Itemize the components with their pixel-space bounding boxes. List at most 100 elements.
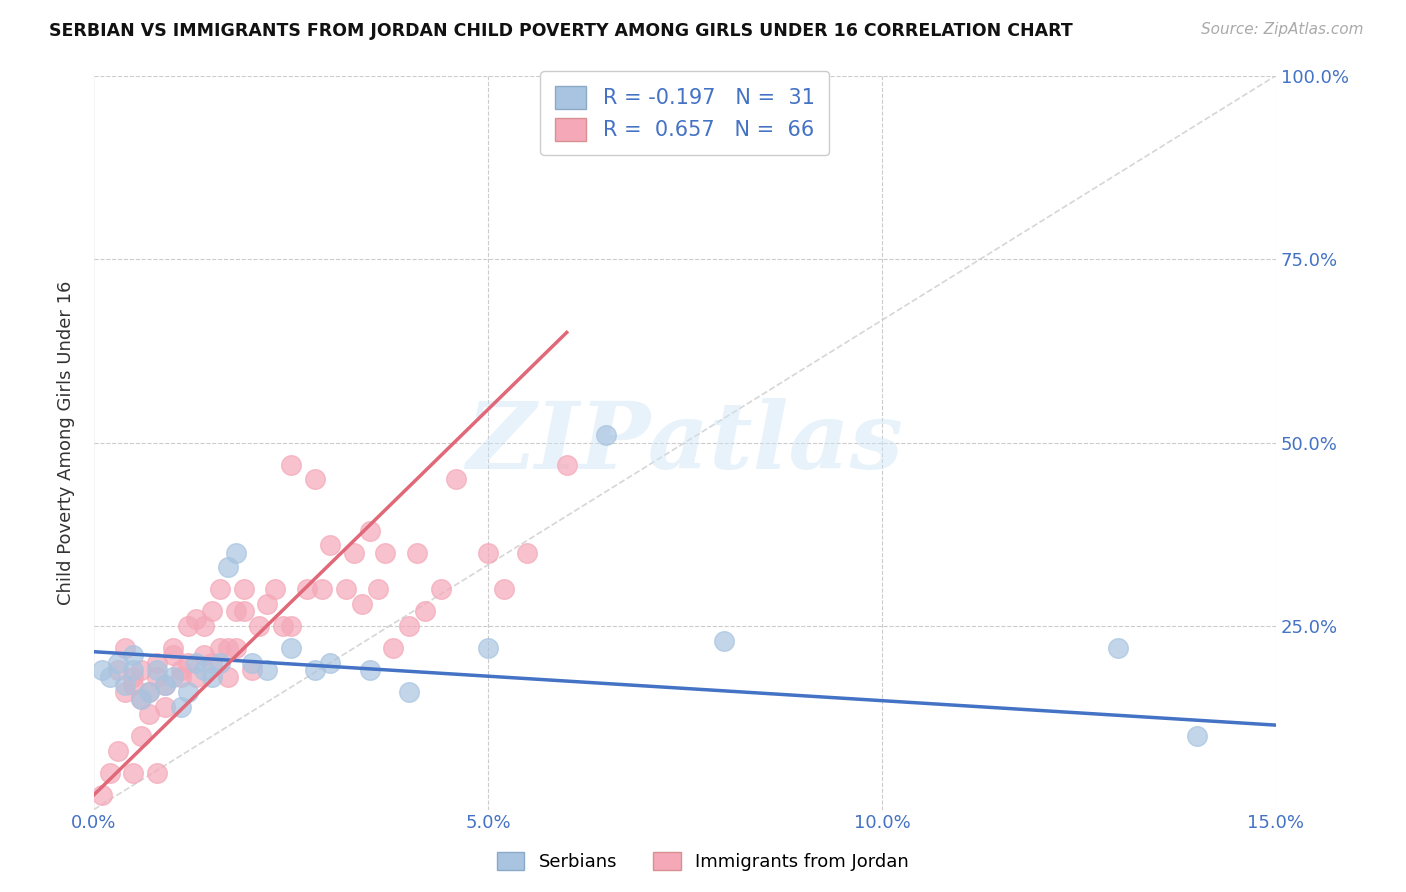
Point <box>398 619 420 633</box>
Text: SERBIAN VS IMMIGRANTS FROM JORDAN CHILD POVERTY AMONG GIRLS UNDER 16 CORRELATION: SERBIAN VS IMMIGRANTS FROM JORDAN CHILD … <box>49 22 1073 40</box>
Point <box>98 765 121 780</box>
Point <box>146 663 169 677</box>
Point <box>429 582 451 597</box>
Point <box>153 678 176 692</box>
Point <box>114 678 136 692</box>
Point <box>304 472 326 486</box>
Point <box>162 670 184 684</box>
Point <box>177 619 200 633</box>
Point <box>240 656 263 670</box>
Point <box>138 685 160 699</box>
Point <box>107 663 129 677</box>
Point <box>446 472 468 486</box>
Text: Source: ZipAtlas.com: Source: ZipAtlas.com <box>1201 22 1364 37</box>
Point <box>90 788 112 802</box>
Point <box>406 546 429 560</box>
Point <box>129 729 152 743</box>
Point <box>201 656 224 670</box>
Point <box>177 685 200 699</box>
Point <box>382 641 405 656</box>
Point <box>201 670 224 684</box>
Point <box>398 685 420 699</box>
Point <box>129 692 152 706</box>
Point <box>122 663 145 677</box>
Point <box>122 648 145 663</box>
Point <box>107 744 129 758</box>
Point <box>304 663 326 677</box>
Point <box>217 560 239 574</box>
Point <box>122 678 145 692</box>
Point <box>153 678 176 692</box>
Point <box>232 582 254 597</box>
Point <box>367 582 389 597</box>
Point <box>169 699 191 714</box>
Point <box>162 641 184 656</box>
Point <box>129 692 152 706</box>
Point <box>217 641 239 656</box>
Point <box>359 524 381 538</box>
Point <box>492 582 515 597</box>
Point <box>153 699 176 714</box>
Point <box>232 604 254 618</box>
Point <box>374 546 396 560</box>
Point <box>359 663 381 677</box>
Point <box>193 648 215 663</box>
Point <box>114 641 136 656</box>
Point <box>193 619 215 633</box>
Point <box>177 656 200 670</box>
Point <box>311 582 333 597</box>
Point <box>138 707 160 722</box>
Point <box>280 641 302 656</box>
Point <box>264 582 287 597</box>
Point <box>122 765 145 780</box>
Point <box>122 670 145 684</box>
Point <box>477 546 499 560</box>
Y-axis label: Child Poverty Among Girls Under 16: Child Poverty Among Girls Under 16 <box>58 280 75 605</box>
Point <box>208 582 231 597</box>
Point <box>98 670 121 684</box>
Point <box>146 670 169 684</box>
Point <box>225 641 247 656</box>
Point <box>343 546 366 560</box>
Point <box>256 663 278 677</box>
Point <box>225 546 247 560</box>
Text: ZIPatlas: ZIPatlas <box>467 398 904 488</box>
Point <box>595 428 617 442</box>
Point <box>225 604 247 618</box>
Point <box>169 663 191 677</box>
Point <box>129 663 152 677</box>
Point <box>1107 641 1129 656</box>
Point <box>146 656 169 670</box>
Point <box>114 685 136 699</box>
Point <box>162 648 184 663</box>
Point <box>350 597 373 611</box>
Point <box>169 670 191 684</box>
Point <box>107 656 129 670</box>
Point <box>256 597 278 611</box>
Point <box>208 641 231 656</box>
Point <box>90 663 112 677</box>
Point <box>280 619 302 633</box>
Point <box>280 458 302 472</box>
Point <box>1185 729 1208 743</box>
Point <box>713 633 735 648</box>
Point <box>249 619 271 633</box>
Legend: Serbians, Immigrants from Jordan: Serbians, Immigrants from Jordan <box>491 845 915 879</box>
Legend: R = -0.197   N =  31, R =  0.657   N =  66: R = -0.197 N = 31, R = 0.657 N = 66 <box>540 71 830 155</box>
Point <box>319 538 342 552</box>
Point <box>271 619 294 633</box>
Point <box>240 663 263 677</box>
Point <box>193 663 215 677</box>
Point <box>555 458 578 472</box>
Point <box>186 612 208 626</box>
Point <box>186 670 208 684</box>
Point <box>413 604 436 618</box>
Point <box>146 765 169 780</box>
Point <box>201 604 224 618</box>
Point <box>295 582 318 597</box>
Point <box>208 656 231 670</box>
Point <box>335 582 357 597</box>
Point <box>217 670 239 684</box>
Point <box>186 656 208 670</box>
Point <box>477 641 499 656</box>
